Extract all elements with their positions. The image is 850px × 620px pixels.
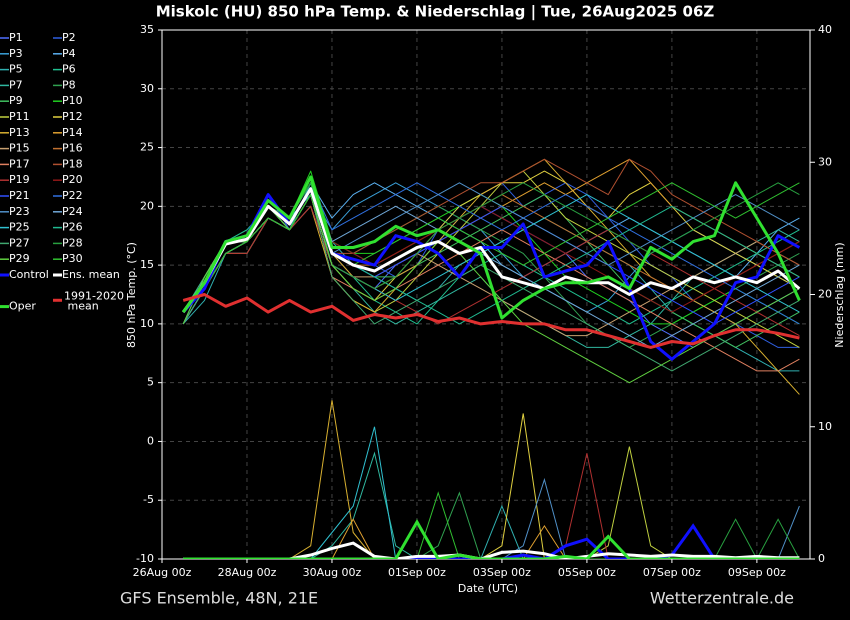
legend-label: P17 bbox=[9, 157, 30, 170]
legend-label: P18 bbox=[62, 157, 83, 170]
legend-label: P12 bbox=[62, 110, 83, 123]
legend-label: Control bbox=[9, 268, 49, 281]
precip-line bbox=[183, 518, 800, 559]
footer-left: GFS Ensemble, 48N, 21E bbox=[120, 589, 318, 608]
grid bbox=[161, 29, 810, 560]
legend-label: P25 bbox=[9, 221, 30, 234]
legend-label: P5 bbox=[9, 63, 23, 76]
y-tick-label: 5 bbox=[147, 376, 154, 389]
legend-label: P22 bbox=[62, 189, 83, 202]
y-tick-label: 30 bbox=[140, 82, 154, 95]
x-tick-label: 07Sep 00z bbox=[643, 566, 701, 579]
legend-label: P23 bbox=[9, 205, 30, 218]
legend-label: P28 bbox=[62, 236, 83, 249]
precip-line bbox=[183, 504, 800, 559]
y-tick-label: 15 bbox=[140, 258, 154, 271]
precip-line bbox=[183, 518, 800, 559]
legend-label: P9 bbox=[9, 94, 23, 107]
legend-label: P20 bbox=[62, 173, 83, 186]
precip-line bbox=[183, 451, 800, 559]
x-tick-label: 28Aug 00z bbox=[218, 566, 277, 579]
precip-line bbox=[183, 541, 800, 559]
footer-right: Wetterzentrale.de bbox=[650, 589, 794, 608]
y-tick-label: 10 bbox=[140, 317, 154, 330]
temp-line bbox=[181, 175, 801, 320]
legend-label: P7 bbox=[9, 78, 23, 91]
y2-tick-label: 30 bbox=[818, 155, 832, 168]
x-tick-label: 09Sep 00z bbox=[728, 566, 786, 579]
legend-label: P1 bbox=[9, 31, 23, 44]
legend-label: P6 bbox=[62, 63, 76, 76]
chart-title: Miskolc (HU) 850 hPa Temp. & Niederschla… bbox=[156, 3, 715, 22]
precip-line bbox=[183, 453, 800, 559]
legend-label: P30 bbox=[62, 252, 83, 265]
x-tick-label: 26Aug 00z bbox=[133, 566, 192, 579]
y-tick-label: 35 bbox=[140, 23, 154, 36]
temp-line bbox=[182, 293, 800, 349]
y2-axis-label: Niederschlag (mm) bbox=[833, 242, 846, 347]
x-tick-label: 03Sep 00z bbox=[473, 566, 531, 579]
x-tick-label: 30Aug 00z bbox=[303, 566, 362, 579]
legend-label: P13 bbox=[9, 126, 30, 139]
x-tick-label: 01Sep 00z bbox=[388, 566, 446, 579]
y2-tick-label: 10 bbox=[818, 420, 832, 433]
precip-line bbox=[183, 518, 800, 559]
temp-line bbox=[181, 187, 801, 313]
y-tick-label: -10 bbox=[136, 552, 154, 565]
precip-line bbox=[183, 426, 800, 559]
legend-label: P16 bbox=[62, 142, 83, 155]
x-tick-label: 05Sep 00z bbox=[558, 566, 616, 579]
y-tick-label: 20 bbox=[140, 199, 154, 212]
y2-tick-label: 40 bbox=[818, 23, 832, 36]
legend-label: 1991-2020 mean bbox=[64, 289, 124, 312]
plot-frame bbox=[161, 29, 811, 560]
plot-area bbox=[181, 158, 801, 559]
x-axis-label: Date (UTC) bbox=[458, 582, 518, 595]
legend-label: P27 bbox=[9, 236, 30, 249]
legend-label: P4 bbox=[62, 47, 76, 60]
legend-label: P10 bbox=[62, 94, 83, 107]
y-tick-label: -5 bbox=[143, 493, 154, 506]
legend-label: P3 bbox=[9, 47, 23, 60]
legend-label: P14 bbox=[62, 126, 83, 139]
y2-tick-label: 20 bbox=[818, 288, 832, 301]
precip-line bbox=[183, 413, 800, 559]
y-axis-label: 850 hPa Temp. (°C) bbox=[125, 242, 138, 348]
legend-label: P15 bbox=[9, 142, 30, 155]
y-tick-label: 0 bbox=[147, 434, 154, 447]
legend-label: P11 bbox=[9, 110, 30, 123]
precip-line bbox=[183, 400, 800, 559]
legend-label: P2 bbox=[62, 31, 76, 44]
legend-label: P19 bbox=[9, 173, 30, 186]
y-tick-label: 25 bbox=[140, 141, 154, 154]
y2-tick-label: 0 bbox=[818, 552, 825, 565]
legend-label: Ens. mean bbox=[62, 268, 120, 281]
legend-label: P21 bbox=[9, 189, 30, 202]
legend-label: P26 bbox=[62, 221, 83, 234]
legend-label: P8 bbox=[62, 78, 76, 91]
legend-label: P24 bbox=[62, 205, 83, 218]
temp-line bbox=[182, 194, 800, 325]
precip-line bbox=[183, 446, 800, 559]
legend-label: Oper bbox=[9, 300, 36, 313]
precip-line bbox=[183, 523, 800, 559]
temp-line bbox=[182, 205, 800, 348]
legend-label: P29 bbox=[9, 252, 30, 265]
